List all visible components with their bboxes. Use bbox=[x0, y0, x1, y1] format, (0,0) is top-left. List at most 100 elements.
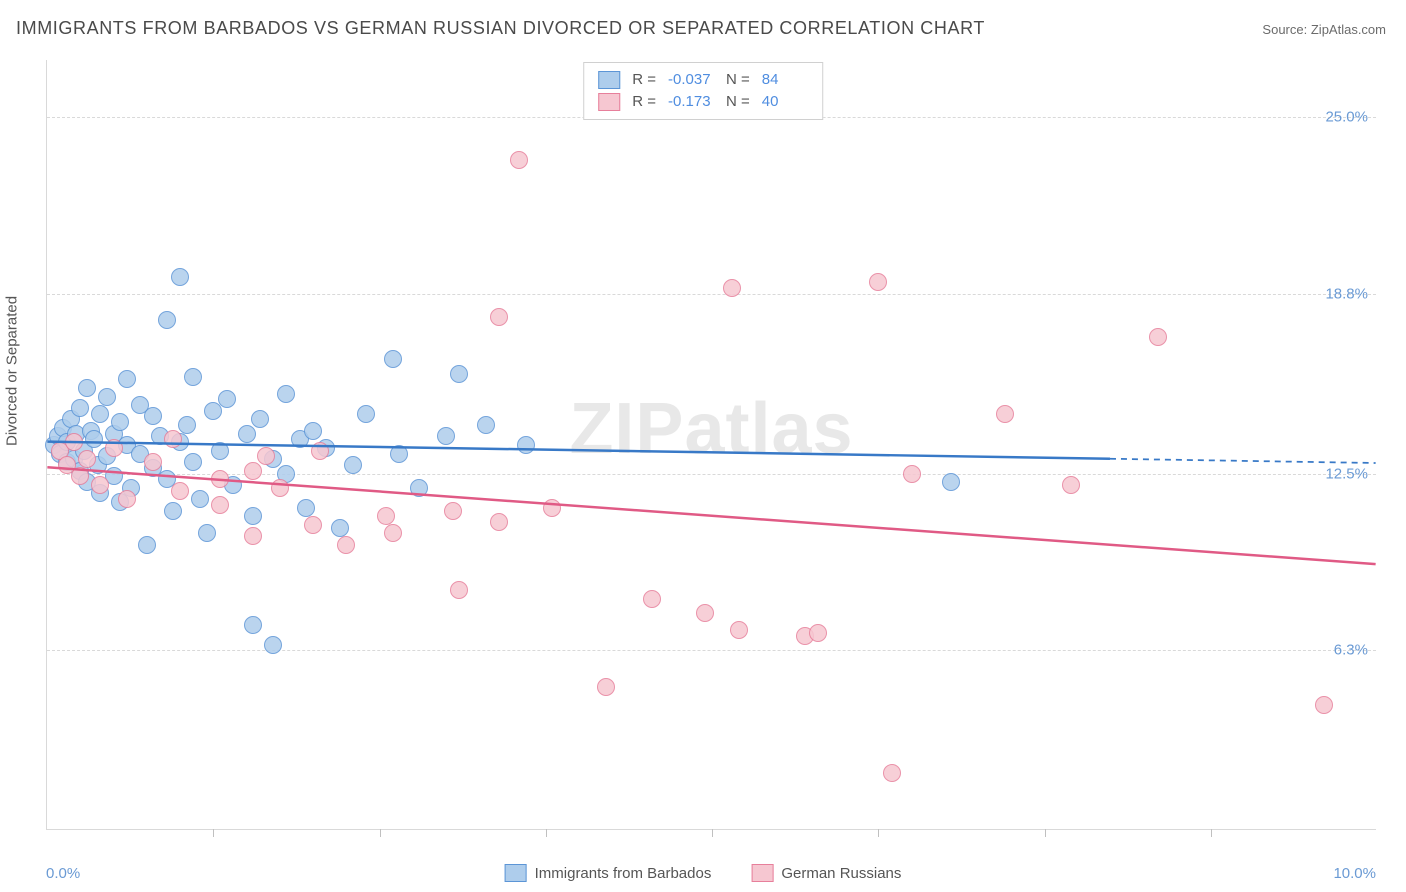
scatter-point bbox=[510, 151, 528, 169]
scatter-point bbox=[98, 388, 116, 406]
scatter-point bbox=[171, 482, 189, 500]
regression-line bbox=[47, 442, 1110, 459]
regression-line-extrapolated bbox=[1110, 459, 1376, 463]
n-label: N = bbox=[726, 91, 750, 113]
scatter-point bbox=[85, 430, 103, 448]
scatter-point bbox=[105, 439, 123, 457]
scatter-point bbox=[78, 450, 96, 468]
scatter-point bbox=[144, 453, 162, 471]
series-legend-item-1: Immigrants from Barbados bbox=[505, 864, 712, 882]
legend-swatch-series-2 bbox=[598, 93, 620, 111]
scatter-point bbox=[144, 407, 162, 425]
scatter-point bbox=[517, 436, 535, 454]
chart-source: Source: ZipAtlas.com bbox=[1262, 22, 1386, 37]
n-label: N = bbox=[726, 69, 750, 91]
x-axis-min-label: 0.0% bbox=[46, 865, 80, 882]
r-value-series-1: -0.037 bbox=[668, 69, 714, 91]
scatter-point bbox=[164, 502, 182, 520]
scatter-point bbox=[118, 490, 136, 508]
scatter-point bbox=[730, 621, 748, 639]
x-axis-max-label: 10.0% bbox=[1333, 865, 1376, 882]
scatter-point bbox=[277, 385, 295, 403]
scatter-point bbox=[696, 604, 714, 622]
y-axis-label: Divorced or Separated bbox=[4, 296, 21, 446]
scatter-point bbox=[384, 524, 402, 542]
x-tick bbox=[546, 829, 547, 837]
scatter-point bbox=[331, 519, 349, 537]
scatter-point bbox=[218, 390, 236, 408]
scatter-point bbox=[78, 379, 96, 397]
scatter-point bbox=[304, 422, 322, 440]
gridline bbox=[47, 650, 1376, 651]
scatter-point bbox=[171, 268, 189, 286]
scatter-point bbox=[1062, 476, 1080, 494]
scatter-point bbox=[251, 410, 269, 428]
x-tick bbox=[878, 829, 879, 837]
scatter-point bbox=[477, 416, 495, 434]
scatter-point bbox=[244, 616, 262, 634]
gridline bbox=[47, 294, 1376, 295]
series-legend-item-2: German Russians bbox=[751, 864, 901, 882]
scatter-point bbox=[118, 370, 136, 388]
series-legend: Immigrants from Barbados German Russians bbox=[505, 864, 902, 882]
x-tick bbox=[213, 829, 214, 837]
x-tick bbox=[712, 829, 713, 837]
scatter-point bbox=[211, 496, 229, 514]
scatter-point bbox=[1315, 696, 1333, 714]
scatter-point bbox=[384, 350, 402, 368]
scatter-point bbox=[138, 536, 156, 554]
scatter-point bbox=[65, 433, 83, 451]
scatter-point bbox=[297, 499, 315, 517]
scatter-point bbox=[444, 502, 462, 520]
series-name-2: German Russians bbox=[781, 865, 901, 882]
chart-title: IMMIGRANTS FROM BARBADOS VS GERMAN RUSSI… bbox=[16, 18, 985, 39]
scatter-point bbox=[91, 476, 109, 494]
y-tick-label: 6.3% bbox=[1334, 642, 1368, 659]
scatter-point bbox=[198, 524, 216, 542]
scatter-point bbox=[942, 473, 960, 491]
scatter-point bbox=[450, 365, 468, 383]
scatter-point bbox=[244, 507, 262, 525]
series-name-1: Immigrants from Barbados bbox=[535, 865, 712, 882]
scatter-point bbox=[490, 513, 508, 531]
scatter-point bbox=[809, 624, 827, 642]
scatter-point bbox=[344, 456, 362, 474]
n-value-series-2: 40 bbox=[762, 91, 808, 113]
scatter-point bbox=[264, 636, 282, 654]
scatter-point bbox=[311, 442, 329, 460]
scatter-point bbox=[490, 308, 508, 326]
r-value-series-2: -0.173 bbox=[668, 91, 714, 113]
scatter-point bbox=[377, 507, 395, 525]
legend-swatch-series-1 bbox=[505, 864, 527, 882]
scatter-point bbox=[211, 470, 229, 488]
scatter-point bbox=[164, 430, 182, 448]
x-tick bbox=[380, 829, 381, 837]
scatter-point bbox=[903, 465, 921, 483]
scatter-point bbox=[1149, 328, 1167, 346]
scatter-point bbox=[390, 445, 408, 463]
watermark: ZIPatlas bbox=[569, 388, 853, 470]
correlation-chart-page: IMMIGRANTS FROM BARBADOS VS GERMAN RUSSI… bbox=[0, 0, 1406, 892]
scatter-point bbox=[883, 764, 901, 782]
stats-legend: R = -0.037 N = 84 R = -0.173 N = 40 bbox=[583, 62, 823, 120]
scatter-point bbox=[996, 405, 1014, 423]
x-tick bbox=[1211, 829, 1212, 837]
scatter-point bbox=[304, 516, 322, 534]
scatter-point bbox=[271, 479, 289, 497]
scatter-point bbox=[410, 479, 428, 497]
x-tick bbox=[1045, 829, 1046, 837]
regression-lines bbox=[47, 60, 1376, 829]
scatter-point bbox=[158, 311, 176, 329]
scatter-point bbox=[178, 416, 196, 434]
legend-swatch-series-2 bbox=[751, 864, 773, 882]
scatter-point bbox=[869, 273, 887, 291]
scatter-point bbox=[543, 499, 561, 517]
scatter-point bbox=[337, 536, 355, 554]
scatter-point bbox=[723, 279, 741, 297]
r-label: R = bbox=[632, 69, 656, 91]
legend-swatch-series-1 bbox=[598, 71, 620, 89]
stats-legend-row-1: R = -0.037 N = 84 bbox=[598, 69, 808, 91]
stats-legend-row-2: R = -0.173 N = 40 bbox=[598, 91, 808, 113]
scatter-point bbox=[643, 590, 661, 608]
y-tick-label: 25.0% bbox=[1325, 109, 1368, 126]
